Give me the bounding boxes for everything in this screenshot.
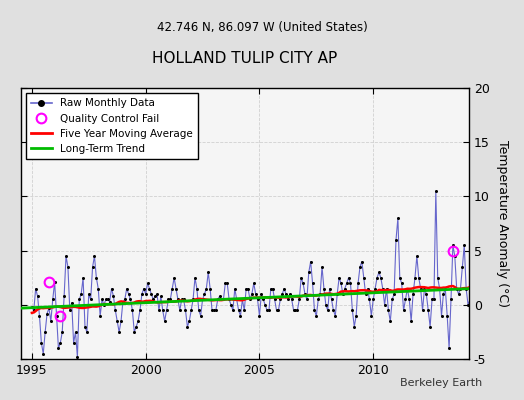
Title: HOLLAND TULIP CITY AP: HOLLAND TULIP CITY AP <box>152 51 337 66</box>
Text: 42.746 N, 86.097 W (United States): 42.746 N, 86.097 W (United States) <box>157 22 367 34</box>
Legend: Raw Monthly Data, Quality Control Fail, Five Year Moving Average, Long-Term Tren: Raw Monthly Data, Quality Control Fail, … <box>26 93 198 159</box>
Y-axis label: Temperature Anomaly (°C): Temperature Anomaly (°C) <box>496 140 509 307</box>
Text: Berkeley Earth: Berkeley Earth <box>400 378 482 388</box>
